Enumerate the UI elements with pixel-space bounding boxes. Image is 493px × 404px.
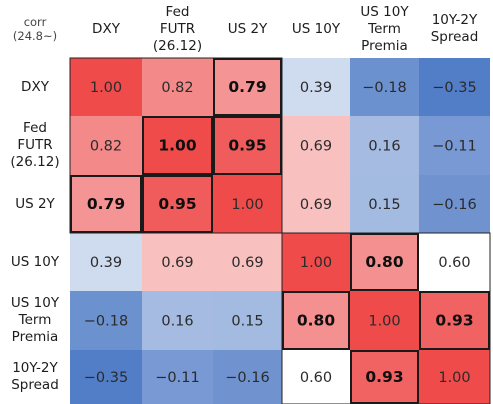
heatmap-cell	[142, 233, 213, 291]
cell-value-label: 0.79	[87, 195, 125, 213]
heatmap-cell	[213, 58, 282, 116]
cell-value-label: 0.69	[300, 197, 332, 213]
column-header: US 2Y	[227, 20, 268, 37]
corner-label: corr (24.8~)	[12, 15, 58, 43]
heatmap-cell	[282, 291, 350, 350]
cell-value-label: 1.00	[90, 80, 122, 96]
heatmap-cell	[213, 116, 282, 175]
cell-value-label: −0.16	[225, 370, 269, 386]
heatmap-cell	[70, 233, 142, 291]
heatmap-cell	[350, 58, 419, 116]
heatmap-cell	[350, 175, 419, 233]
highlighted-cell-border	[419, 291, 490, 350]
column-header: DXY	[92, 20, 120, 37]
cell-value-label: 0.15	[368, 197, 400, 213]
heatmap-cell	[350, 350, 419, 404]
heatmap-cell	[419, 116, 490, 175]
highlighted-cell-border	[213, 116, 282, 175]
cell-value-label: 0.95	[158, 195, 196, 213]
highlighted-cell-border	[213, 58, 282, 116]
cell-value-label: −0.16	[432, 197, 476, 213]
heatmap-cell	[142, 58, 213, 116]
row-header: US 10Y	[10, 253, 60, 270]
heatmap-cell	[350, 291, 419, 350]
cell-value-label: 0.93	[435, 312, 473, 330]
heatmap-cell	[282, 58, 350, 116]
cell-value-label: 0.82	[90, 139, 122, 155]
heatmap-cell	[350, 233, 419, 291]
heatmap-cell	[213, 175, 282, 233]
heatmap-cell	[419, 175, 490, 233]
cell-value-label: −0.18	[362, 80, 406, 96]
heatmap-cell	[419, 58, 490, 116]
heatmap-cell	[350, 116, 419, 175]
highlighted-cell-border	[142, 175, 213, 233]
heatmap-cell	[70, 116, 142, 175]
cell-value-label: 1.00	[300, 255, 332, 271]
heatmap-cell	[142, 291, 213, 350]
cell-value-label: 0.80	[297, 312, 335, 330]
cell-value-label: 0.79	[228, 78, 266, 96]
cell-value-label: 1.00	[368, 314, 400, 330]
cell-value-label: 0.69	[300, 139, 332, 155]
heatmap-cell	[70, 350, 142, 404]
heatmap-cell	[282, 175, 350, 233]
column-header: Fed FUTR (26.12)	[152, 3, 203, 54]
cell-value-label: 0.69	[161, 255, 193, 271]
row-header: DXY	[21, 78, 49, 95]
row-header: US 10Y Term Premia	[10, 295, 60, 345]
heatmap-cell	[419, 233, 490, 291]
cell-value-label: 0.93	[365, 368, 403, 386]
cell-value-label: 0.15	[231, 314, 263, 330]
cell-value-label: 0.39	[300, 80, 332, 96]
cell-value-label: 0.16	[368, 139, 400, 155]
heatmap-cell	[142, 175, 213, 233]
heatmap-cell	[282, 116, 350, 175]
heatmap-cell	[419, 350, 490, 404]
row-header: 10Y-2Y Spread	[11, 360, 59, 393]
cell-value-label: −0.18	[84, 314, 128, 330]
cell-value-label: 0.69	[231, 255, 263, 271]
cell-value-label: 0.60	[438, 255, 470, 271]
cell-value-label: 0.16	[161, 314, 193, 330]
cell-value-label: −0.35	[84, 370, 128, 386]
highlighted-cell-border	[350, 350, 419, 404]
cell-value-label: −0.35	[432, 80, 476, 96]
cell-value-label: 0.60	[300, 370, 332, 386]
highlighted-cell-border	[282, 291, 350, 350]
heatmap-cell	[213, 291, 282, 350]
heatmap-cell	[70, 175, 142, 233]
highlighted-cell-border	[350, 233, 419, 291]
heatmap-cell	[142, 350, 213, 404]
heatmap-cell	[419, 291, 490, 350]
column-header: 10Y-2Y Spread	[430, 12, 479, 45]
column-header: US 10Y Term Premia	[360, 3, 409, 54]
column-header: US 10Y	[291, 20, 341, 37]
heatmap-cell	[142, 116, 213, 175]
cell-value-label: 0.95	[228, 137, 266, 155]
highlighted-cell-border	[142, 116, 213, 175]
heatmap-cell	[213, 233, 282, 291]
highlighted-cell-border	[70, 175, 142, 233]
cell-value-label: 0.39	[90, 255, 122, 271]
cell-value-label: 1.00	[438, 370, 470, 386]
heatmap-cell	[213, 350, 282, 404]
cell-value-label: −0.11	[432, 139, 476, 155]
cell-value-label: 1.00	[158, 137, 196, 155]
row-header: Fed FUTR (26.12)	[10, 120, 60, 170]
heatmap-cell	[70, 58, 142, 116]
cell-value-label: −0.11	[155, 370, 199, 386]
heatmap-cell	[282, 233, 350, 291]
row-header: US 2Y	[15, 195, 55, 212]
cell-value-label: 0.82	[161, 80, 193, 96]
cell-value-label: 1.00	[231, 197, 263, 213]
heatmap-cell	[282, 350, 350, 404]
cell-value-label: 0.80	[365, 253, 403, 271]
heatmap-cell	[70, 291, 142, 350]
